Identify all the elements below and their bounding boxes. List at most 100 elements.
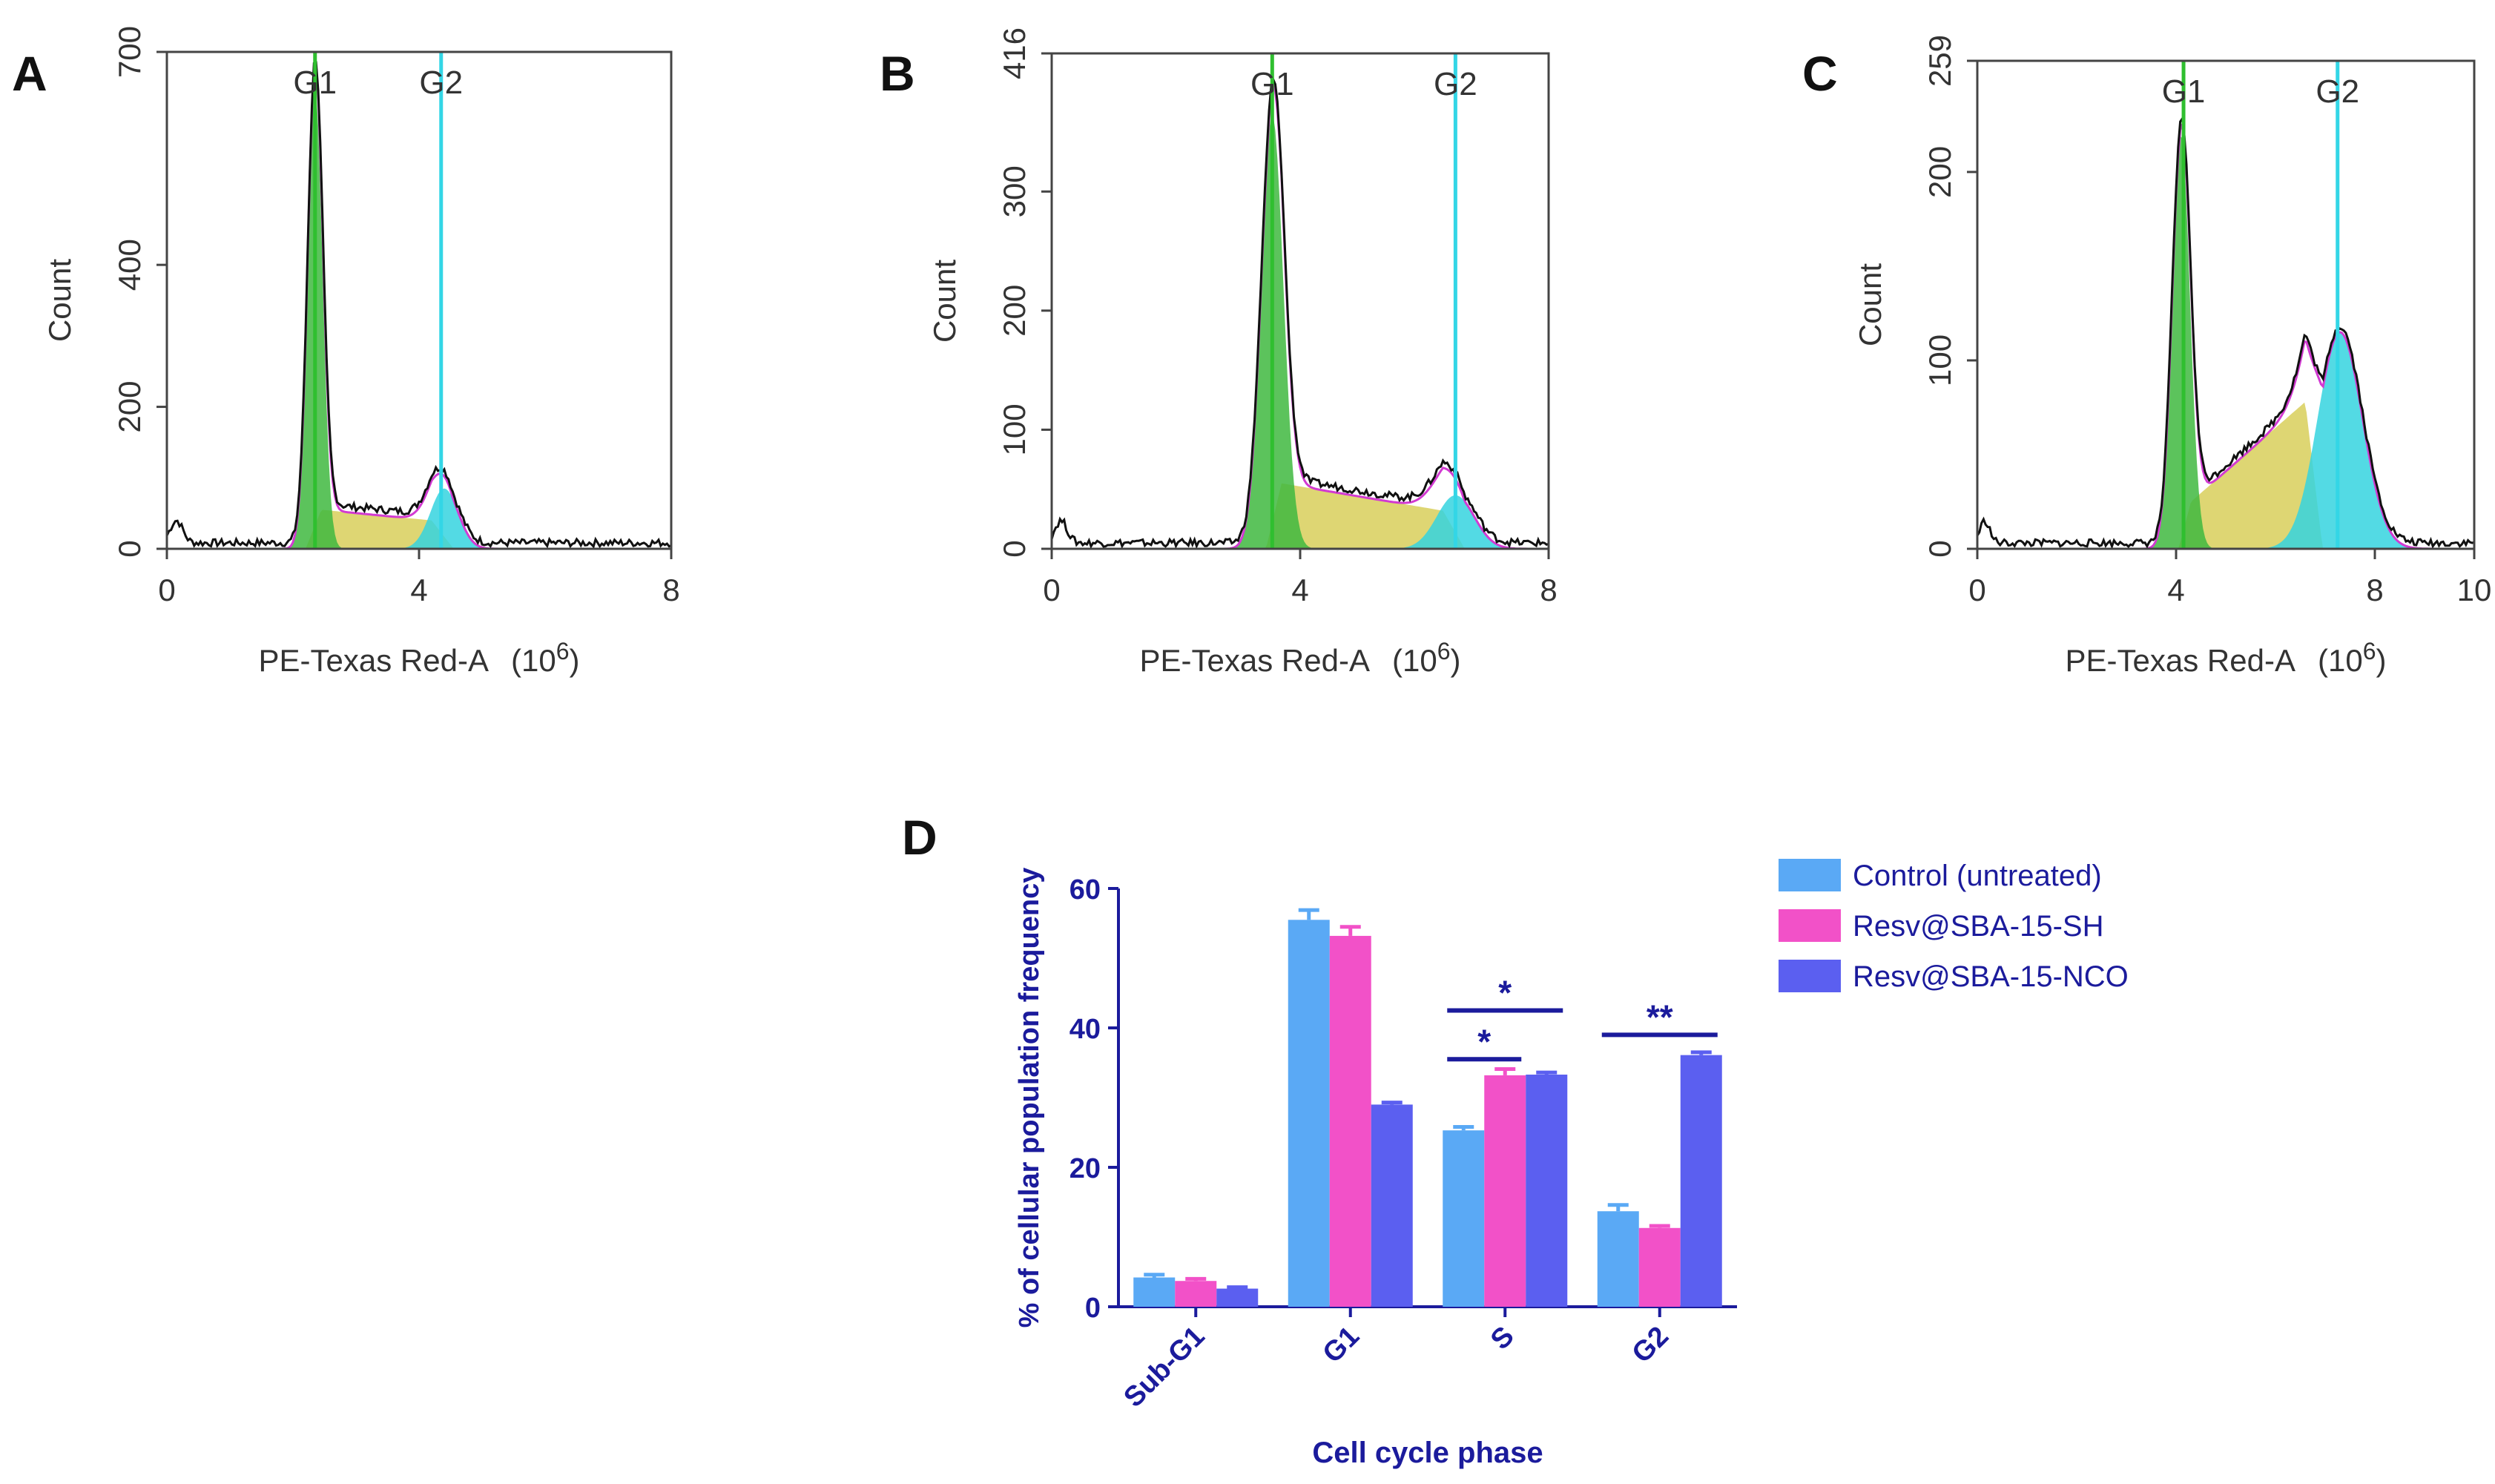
legend-label-1: Resv@SBA-15-SH: [1853, 910, 2103, 943]
y-axis-title: Count: [42, 259, 77, 342]
bar-sub-g1-series-1: [1175, 1281, 1217, 1307]
y-tick-label: 100: [997, 403, 1032, 455]
x-tick-label: 4: [410, 573, 427, 607]
x-axis-unit-exponent: 6: [556, 638, 570, 664]
y-tick-label: 60: [1069, 874, 1101, 906]
s-phase-area: [1052, 483, 1549, 549]
s-phase-area: [1977, 402, 2474, 549]
x-axis-unit: 10: [1403, 643, 1437, 678]
x-tick-label: 4: [1291, 573, 1308, 607]
measured-curve: [1050, 76, 1549, 550]
g2-peak-area: [1052, 495, 1549, 549]
bar-sub-g1-series-2: [1216, 1288, 1259, 1307]
measured-curve: [165, 61, 672, 549]
x-axis-title-group: PE-Texas Red-A (106): [1140, 638, 1461, 678]
panel-letter-d: D: [902, 810, 937, 865]
x-tick-label: 10: [2457, 573, 2492, 607]
x-tick-label: 0: [158, 573, 175, 607]
bar-s-series-2: [1526, 1074, 1568, 1307]
y-tick-label: 40: [1069, 1014, 1101, 1045]
y-tick-label: 200: [997, 285, 1032, 337]
x-axis-unit-close: ): [1450, 643, 1460, 678]
y-tick-label: 300: [997, 165, 1032, 217]
plot-frame: [1050, 52, 1550, 550]
x-axis-unit: 10: [521, 643, 556, 678]
y-tick-label: 20: [1069, 1153, 1101, 1184]
x-axis-unit-exponent: 6: [2363, 638, 2376, 664]
bar-s-series-1: [1484, 1075, 1526, 1307]
x-tick-label: 8: [1540, 573, 1557, 607]
legend-swatch-1: [1779, 909, 1841, 942]
fit-curve: [167, 65, 671, 550]
gate-label-g2: G2: [1434, 66, 1477, 102]
fit-curve: [1052, 81, 1549, 550]
legend-swatch-0: [1779, 859, 1841, 891]
y-axis-title: % of cellular population frequency: [1014, 868, 1045, 1328]
gate-label-g2: G2: [2316, 73, 2359, 110]
y-tick-label: 416: [997, 27, 1032, 79]
g2-peak-area: [1977, 332, 2474, 549]
bar-g2-series-2: [1680, 1055, 1722, 1307]
s-phase-area: [167, 509, 671, 549]
y-tick-label: 0: [1085, 1293, 1101, 1324]
legend-label-0: Control (untreated): [1853, 860, 2102, 892]
bar-g2-series-0: [1597, 1211, 1639, 1307]
bar-g1-series-2: [1371, 1104, 1413, 1307]
significance-marker: *: [1477, 1022, 1491, 1061]
y-tick-label: 259: [1922, 35, 1957, 87]
measured-curve: [1976, 115, 2475, 550]
histogram-panel-a: G1 G2 0 4 8 0 200 400 700 Count PE-Texas Red-A (106…: [42, 26, 680, 678]
bar-g2-series-1: [1638, 1227, 1681, 1307]
x-axis-title-group: PE-Texas Red-A (106): [259, 638, 580, 678]
legend-label-2: Resv@SBA-15-NCO: [1853, 960, 2129, 993]
y-tick-label: 100: [1922, 334, 1957, 386]
bar-g1-series-0: [1288, 920, 1330, 1307]
x-axis-title: PE-Texas Red-A: [259, 643, 489, 678]
gate-label-g1: G1: [293, 65, 337, 101]
y-tick-label: 0: [112, 540, 147, 557]
x-tick-label: 8: [662, 573, 679, 607]
y-tick-label: 200: [1922, 146, 1957, 198]
x-tick-label: 0: [1043, 573, 1060, 607]
category-label-sub-g1: Sub-G1: [1118, 1321, 1210, 1414]
y-tick-label: 0: [997, 540, 1032, 557]
x-tick-label: 4: [2167, 573, 2184, 607]
bar-g1-series-1: [1329, 935, 1371, 1307]
panel-letter-b: B: [880, 46, 915, 101]
x-axis-unit-open: (: [1392, 643, 1403, 678]
x-axis-title-group: PE-Texas Red-A (106): [2066, 638, 2387, 678]
gate-label-g1: G1: [1250, 66, 1294, 102]
plot-frame: [1976, 59, 2476, 550]
g1-peak-area: [1052, 116, 1549, 549]
x-tick-label: 0: [1968, 573, 1985, 607]
y-axis-title: Count: [927, 260, 962, 343]
y-tick-label: 0: [1922, 540, 1957, 557]
category-label-s: S: [1485, 1321, 1520, 1356]
bar-sub-g1-series-0: [1133, 1277, 1176, 1307]
y-tick-label: 700: [112, 26, 147, 78]
panel-letter-c: C: [1802, 46, 1838, 101]
bar-s-series-0: [1443, 1130, 1485, 1307]
x-axis-unit-close: ): [569, 643, 579, 678]
x-tick-label: 8: [2366, 573, 2383, 607]
x-axis-title: Cell cycle phase: [1312, 1437, 1543, 1469]
x-axis-unit-close: ): [2376, 643, 2386, 678]
significance-marker: **: [1647, 997, 1673, 1036]
legend-swatch-2: [1779, 960, 1841, 992]
x-axis-unit-open: (: [511, 643, 521, 678]
g1-peak-area: [167, 91, 671, 550]
significance-marker: *: [1498, 974, 1512, 1012]
y-tick-label: 200: [112, 381, 147, 433]
gate-label-g2: G2: [419, 65, 463, 101]
x-axis-title: PE-Texas Red-A: [1140, 643, 1370, 678]
plot-frame: [165, 50, 673, 550]
y-axis-title: Count: [1853, 263, 1888, 346]
panel-letter-a: A: [12, 46, 47, 101]
category-label-g1: G1: [1317, 1321, 1366, 1370]
x-axis-title: PE-Texas Red-A: [2066, 643, 2295, 678]
category-label-g2: G2: [1626, 1321, 1675, 1370]
x-axis-unit-open: (: [2318, 643, 2328, 678]
